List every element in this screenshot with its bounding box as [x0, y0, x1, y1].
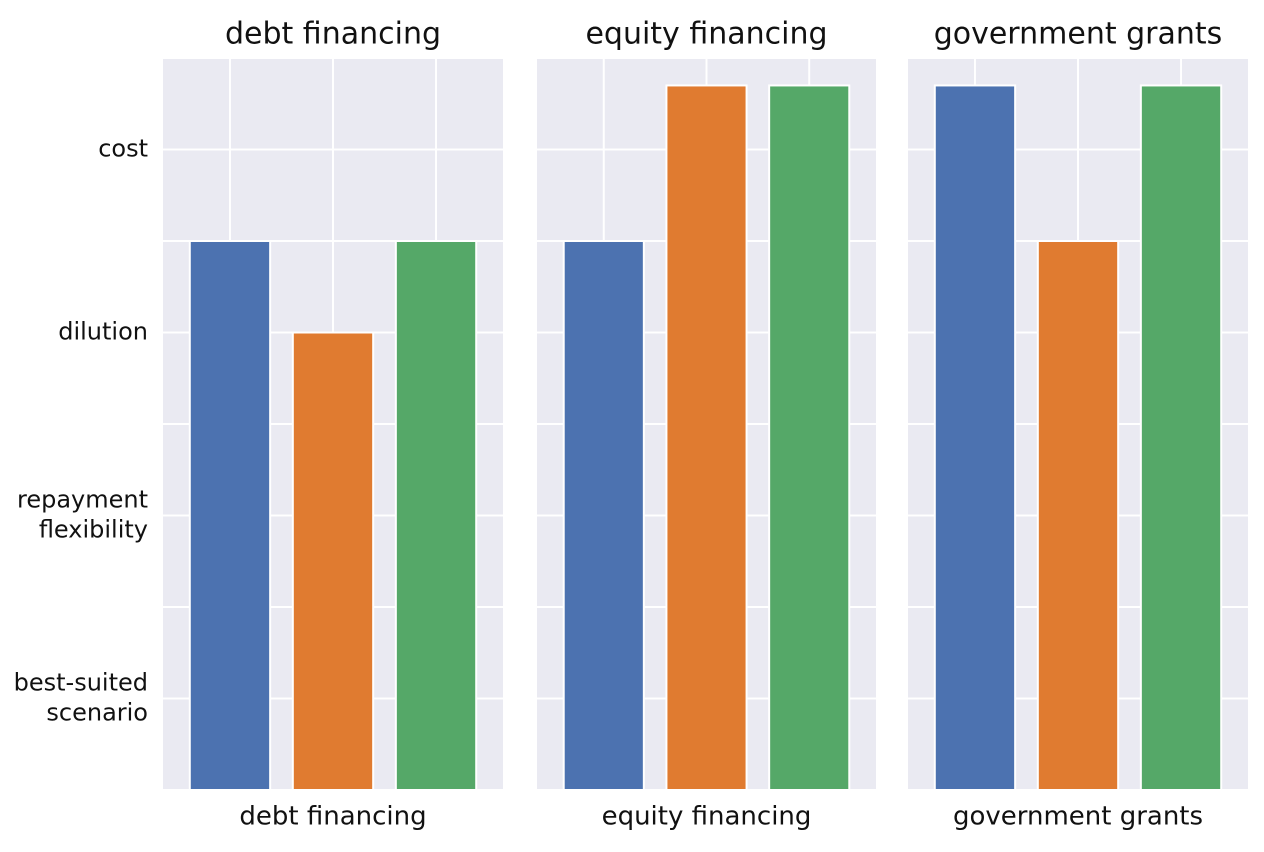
- bar: [1036, 240, 1120, 791]
- panel-title: government grants: [934, 17, 1223, 52]
- bar: [768, 84, 851, 791]
- bar: [665, 84, 748, 791]
- y-tick-label: best-suited scenario: [14, 669, 148, 727]
- bar: [291, 331, 375, 791]
- bar: [188, 240, 272, 791]
- x-axis-label: equity financing: [602, 802, 812, 832]
- panel-title: equity financing: [585, 17, 827, 52]
- y-tick-label: dilution: [58, 318, 148, 346]
- x-axis-label: debt financing: [239, 802, 426, 832]
- y-tick-label: cost: [98, 135, 148, 163]
- bar: [1139, 84, 1223, 791]
- panel-title: debt financing: [225, 17, 441, 52]
- y-tick-label: repayment flexibility: [17, 486, 148, 544]
- bar: [394, 240, 478, 791]
- bar: [562, 240, 645, 791]
- bar: [933, 84, 1017, 791]
- x-axis-label: government grants: [953, 802, 1203, 832]
